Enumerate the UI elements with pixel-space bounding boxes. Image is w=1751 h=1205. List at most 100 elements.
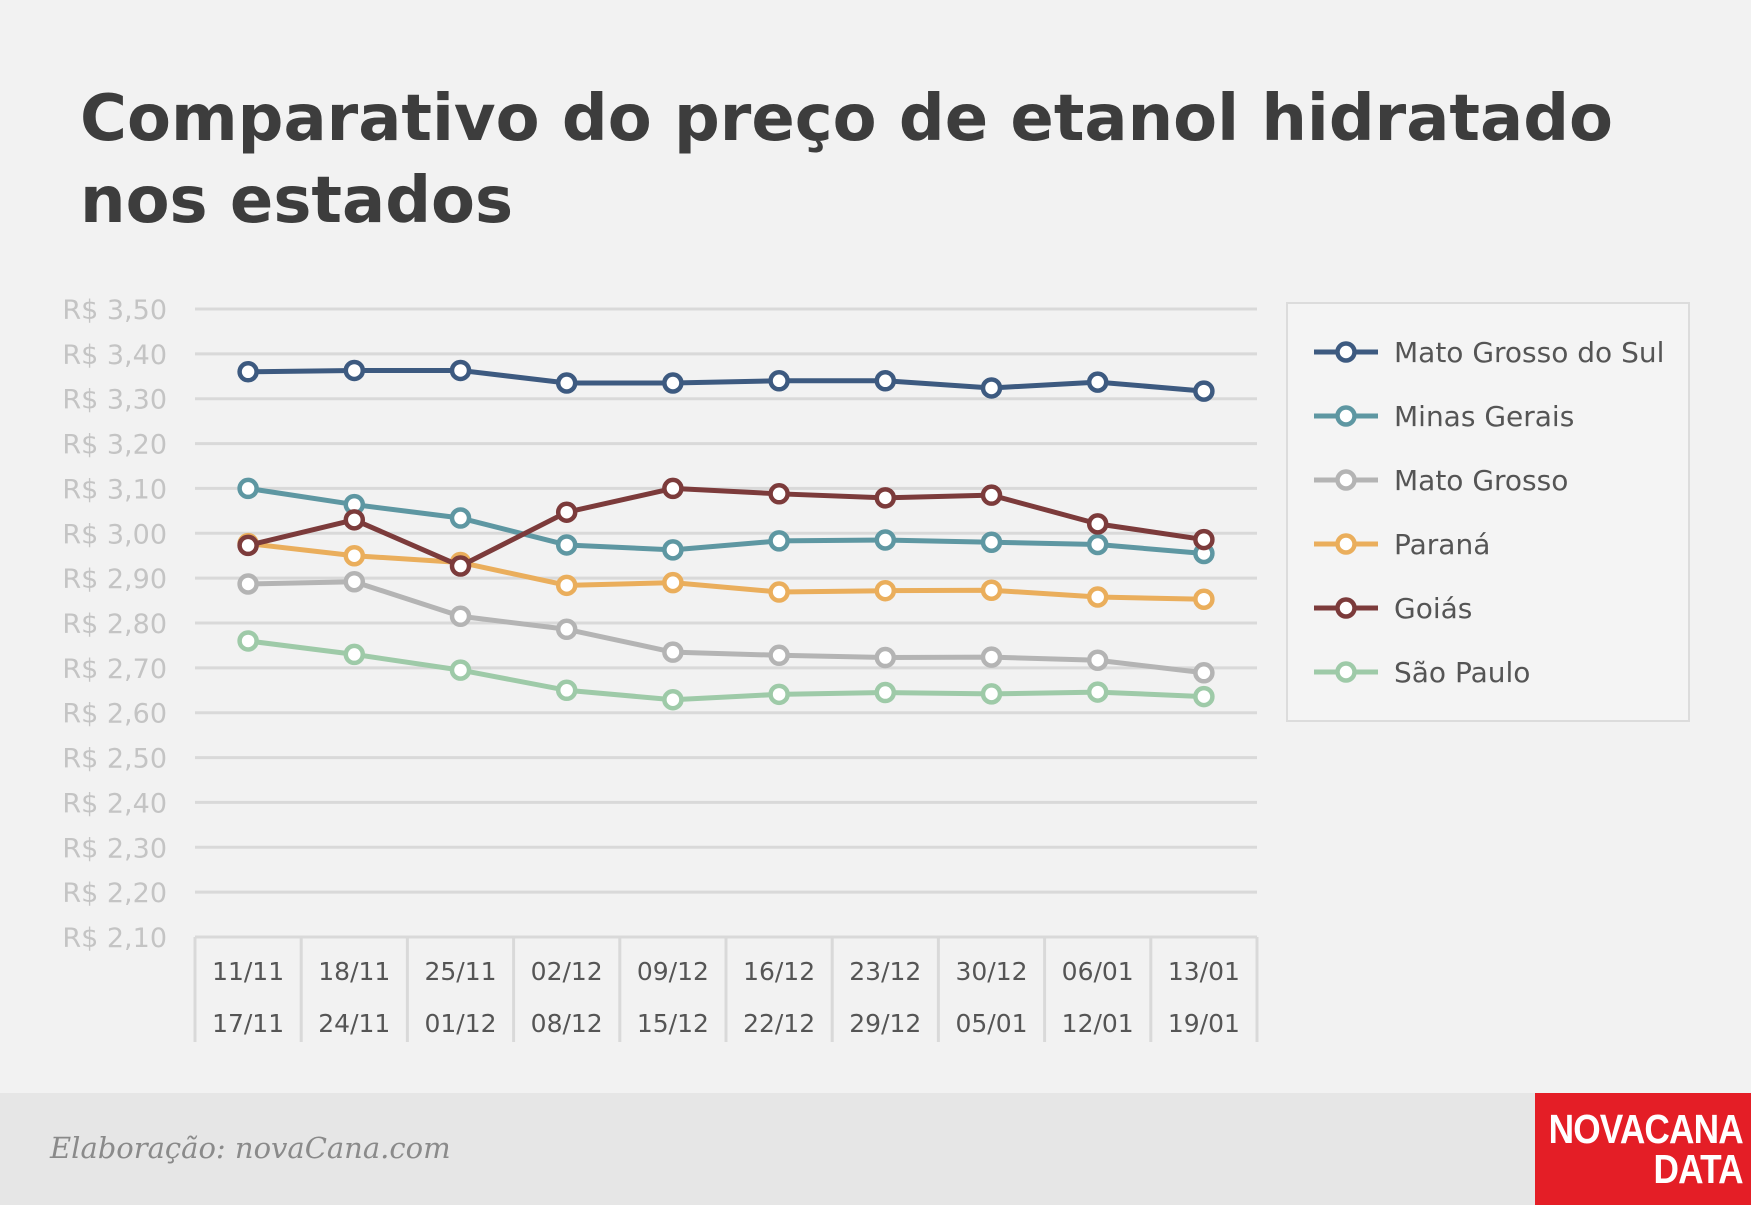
x-tick-label-end: 17/11 bbox=[212, 1009, 284, 1038]
legend-label: São Paulo bbox=[1394, 655, 1531, 689]
data-point bbox=[343, 643, 366, 666]
x-tick-label-start: 25/11 bbox=[424, 957, 496, 986]
data-point bbox=[449, 507, 472, 529]
x-tick-label-end: 15/12 bbox=[637, 1009, 709, 1038]
data-point bbox=[1193, 588, 1215, 610]
x-tick-label-start: 18/11 bbox=[318, 957, 390, 986]
series-line bbox=[247, 638, 1205, 703]
data-point bbox=[980, 377, 1003, 399]
data-point bbox=[662, 372, 684, 394]
data-point bbox=[237, 534, 259, 557]
legend-swatch-marker bbox=[1335, 597, 1357, 619]
series-line bbox=[248, 579, 1205, 676]
data-point bbox=[1086, 513, 1109, 535]
data-point bbox=[768, 530, 790, 552]
data-point bbox=[555, 372, 578, 394]
series-group bbox=[237, 532, 1215, 610]
data-point bbox=[1193, 662, 1215, 684]
chart-legend: Mato Grosso do Sul Minas Gerais Mato Gross… bbox=[1286, 302, 1690, 722]
data-point bbox=[237, 361, 259, 383]
data-point bbox=[449, 659, 472, 681]
data-point bbox=[555, 574, 578, 597]
legend-swatch-marker bbox=[1335, 533, 1357, 555]
y-tick-label: R$ 2,30 bbox=[62, 833, 167, 864]
data-point bbox=[555, 679, 578, 702]
data-point bbox=[1086, 681, 1109, 703]
data-point bbox=[980, 579, 1003, 602]
y-tick-label: R$ 2,40 bbox=[62, 788, 167, 819]
series-line bbox=[247, 485, 1205, 569]
data-point bbox=[874, 681, 897, 704]
x-tick-label-end: 08/12 bbox=[531, 1009, 603, 1038]
data-point bbox=[980, 646, 1003, 668]
x-tick-label-start: 13/01 bbox=[1168, 957, 1240, 986]
y-tick-label: R$ 2,90 bbox=[62, 564, 167, 595]
line-chart: R$ 3,50 R$ 3,40 R$ 3,30 R$ 3,20 R$ 3,10 R$ 3,… bbox=[62, 295, 1259, 1042]
y-tick-label: R$ 3,00 bbox=[62, 519, 167, 550]
footer: Elaboração: novaCana.com NOVACANA DATA bbox=[0, 1093, 1751, 1205]
y-tick-label: R$ 2,10 bbox=[62, 923, 167, 954]
data-point bbox=[1086, 649, 1109, 671]
data-point bbox=[662, 641, 684, 663]
series-group bbox=[237, 477, 1215, 577]
legend-label: Paraná bbox=[1394, 527, 1491, 561]
data-point bbox=[1086, 533, 1109, 556]
x-tick-label-start: 16/12 bbox=[743, 957, 815, 986]
y-tick-label: R$ 2,80 bbox=[62, 609, 167, 640]
legend-label: Mato Grosso do Sul bbox=[1394, 335, 1665, 369]
y-tick-label: R$ 3,40 bbox=[62, 340, 167, 371]
legend-swatch bbox=[1314, 661, 1378, 683]
logo-line-2: DATA bbox=[1653, 1146, 1744, 1192]
legend-item: São Paulo bbox=[1312, 652, 1530, 692]
data-point bbox=[768, 644, 790, 667]
x-tick-label-end: 01/12 bbox=[424, 1009, 496, 1038]
data-point bbox=[874, 529, 897, 551]
x-tick-label-end: 29/12 bbox=[849, 1009, 921, 1038]
legend-swatch-marker bbox=[1335, 341, 1357, 363]
legend-label: Goiás bbox=[1394, 591, 1473, 625]
legend-swatch bbox=[1314, 405, 1378, 427]
y-tick-label: R$ 2,70 bbox=[62, 654, 167, 685]
data-point bbox=[449, 605, 472, 628]
novacana-data-logo: NOVACANA DATA bbox=[1535, 1093, 1751, 1205]
data-point bbox=[980, 484, 1003, 506]
x-tick-label-start: 06/01 bbox=[1062, 957, 1134, 986]
data-point bbox=[1193, 685, 1215, 708]
legend-swatch bbox=[1314, 597, 1378, 619]
data-point bbox=[662, 539, 684, 561]
data-point bbox=[343, 570, 366, 593]
data-point bbox=[980, 683, 1003, 705]
x-tick-label-start: 02/12 bbox=[531, 957, 603, 986]
x-tick-label-end: 19/01 bbox=[1168, 1009, 1240, 1038]
data-point bbox=[662, 477, 684, 500]
legend-swatch bbox=[1314, 341, 1378, 363]
data-point bbox=[980, 531, 1003, 554]
data-point bbox=[768, 683, 790, 706]
data-point bbox=[449, 359, 472, 382]
x-tick-label-start: 30/12 bbox=[955, 957, 1027, 986]
series-line bbox=[248, 367, 1205, 394]
data-point bbox=[768, 483, 790, 505]
legend-label: Mato Grosso bbox=[1394, 463, 1569, 497]
data-point bbox=[1193, 528, 1215, 551]
series-group bbox=[237, 359, 1215, 402]
data-point bbox=[343, 359, 366, 382]
legend-item: Goiás bbox=[1312, 588, 1472, 628]
data-point bbox=[237, 477, 259, 500]
data-point bbox=[555, 618, 578, 641]
y-tick-label: R$ 3,50 bbox=[62, 295, 167, 326]
legend-item: Mato Grosso bbox=[1312, 460, 1568, 500]
data-point bbox=[1086, 586, 1109, 608]
legend-swatch-marker bbox=[1335, 469, 1357, 491]
y-tick-label: R$ 3,20 bbox=[62, 430, 167, 461]
x-tick-label-start: 11/11 bbox=[212, 957, 284, 986]
legend-item: Paraná bbox=[1312, 524, 1490, 564]
y-tick-label: R$ 3,10 bbox=[62, 474, 167, 505]
data-point bbox=[1086, 371, 1109, 393]
x-tick-label-end: 22/12 bbox=[743, 1009, 815, 1038]
title-line-1: Comparativo do preço de etanol hidratado bbox=[80, 82, 1613, 156]
data-point bbox=[768, 581, 790, 603]
data-point bbox=[874, 646, 897, 669]
credit-text: Elaboração: novaCana.com bbox=[50, 1131, 451, 1165]
y-tick-label: R$ 3,30 bbox=[62, 385, 167, 416]
